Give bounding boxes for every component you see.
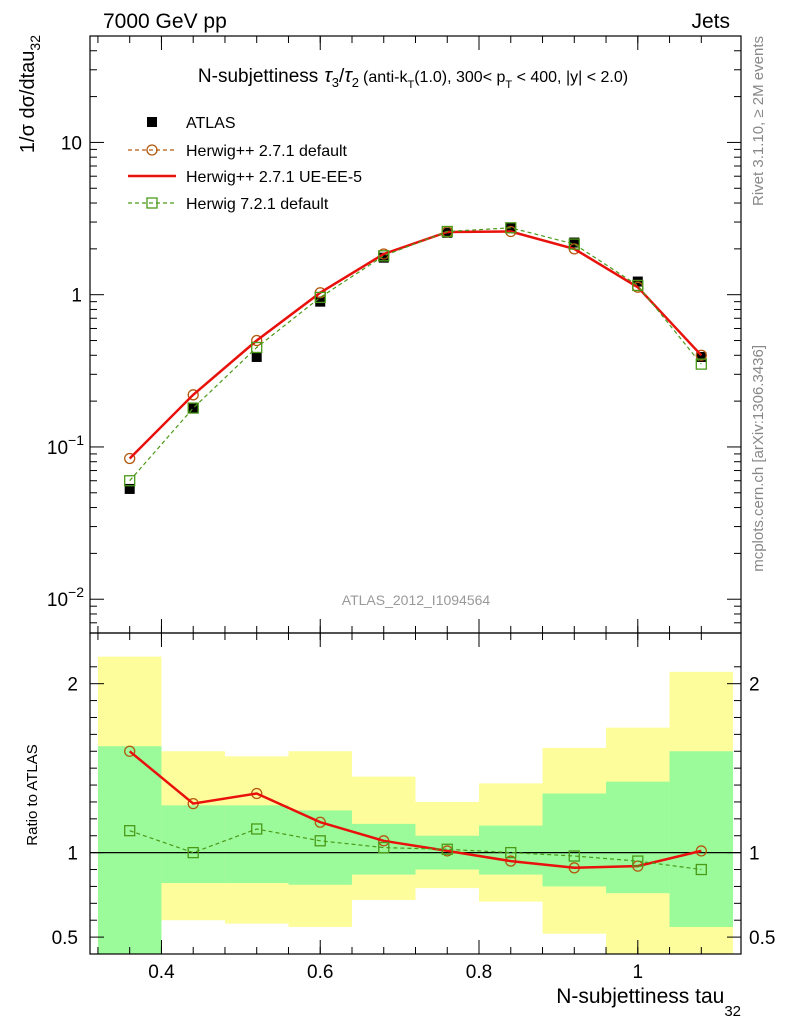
herwig7-default-point [568, 238, 580, 250]
herwigpp-default-point [187, 389, 199, 401]
herwig7-default-point [251, 341, 263, 354]
ratio-herwig7-default-point [378, 841, 390, 854]
legend-marker-herwigpp-default [146, 144, 158, 156]
legend-label-herwigpp-default: Herwig++ 2.7.1 default [186, 143, 348, 160]
ratio-herwig7-default-point [251, 823, 263, 835]
herwigpp-default-point [695, 349, 707, 361]
analysis-watermark: ATLAS_2012_I1094564 [342, 592, 491, 608]
ratio-ytick-label-left: 2 [67, 675, 78, 696]
herwigpp-ueee5-line [128, 230, 703, 460]
atlas-point [378, 252, 389, 263]
herwig7-default-point [187, 402, 199, 414]
atlas-point [696, 351, 707, 362]
herwig7-default-point [505, 222, 517, 234]
main-ytick-label: 10−1 [47, 432, 84, 459]
ratio-herwigpp-default-point [314, 816, 326, 828]
legend: ATLAS Herwig++ 2.7.1 default Herwig++ 2.… [128, 115, 362, 213]
ratio-panel: 0.5 0.5 1 1 2 2 0.4 0.6 0.8 1 Ratio to ATLAS N-su… [24, 632, 775, 1020]
main-frame [90, 36, 741, 633]
herwig7-default-point [441, 225, 453, 238]
atlas-point [632, 276, 643, 287]
ratio-herwig7-default-point [695, 863, 707, 876]
ratio-herwig7-default-point [505, 846, 517, 859]
atlas-point [315, 296, 326, 307]
mcplots-label: mcplots.cern.ch [arXiv:1306.3436] [750, 345, 767, 572]
stat-uncertainty-band [224, 805, 289, 884]
legend-label-herwigpp-ueee5: Herwig++ 2.7.1 UE-EE-5 [186, 169, 362, 186]
legend-marker-atlas [147, 117, 157, 127]
stat-uncertainty-band [669, 751, 734, 927]
stat-uncertainty-band [351, 823, 416, 875]
atlas-point [124, 483, 135, 494]
ratio-xtick-label: 0.8 [466, 962, 492, 983]
xlabel: N-subjettiness tau32 [556, 985, 741, 1020]
ratio-herwig7-default-point [568, 850, 580, 862]
ratio-herwig7-default-point [187, 846, 199, 859]
ratio-herwig7-default-point [632, 855, 644, 867]
herwig7-default-point [124, 475, 136, 487]
herwig7-default-point [378, 250, 390, 262]
herwig7-default-point [695, 358, 707, 370]
ratio-frame [89, 632, 742, 955]
herwig7-default-line [129, 227, 702, 482]
main-ylabel: 1/σ dσ/dtau32 [17, 35, 43, 153]
ratio-herwigpp-default-point [124, 745, 136, 757]
legend-label-atlas: ATLAS [186, 115, 236, 132]
atlas-point [569, 237, 580, 248]
legend-marker-herwig7-default [146, 197, 158, 209]
ratio-xtick-label: 0.4 [148, 962, 175, 983]
herwigpp-default-point [124, 452, 136, 465]
ratio-ytick-label-right: 0.5 [749, 928, 775, 949]
ratio-xtick-label: 0.6 [307, 962, 333, 983]
rivet-label: Rivet 3.1.10, ≥ 2M events [750, 36, 767, 206]
process-label: Jets [691, 10, 730, 33]
main-panel: 10 1 10−1 10−2 N-subjettiness τ3/τ2 (anti-kT(… [17, 35, 742, 634]
herwig7-default-point [314, 291, 326, 304]
main-title: N-subjettiness τ3/τ2 (anti-kT(1.0), 300< p… [198, 65, 628, 91]
stat-uncertainty-band [97, 746, 162, 954]
herwigpp-default-point [251, 334, 263, 347]
atlas-point [188, 403, 199, 414]
main-ytick-label: 10 [61, 133, 82, 154]
ratio-herwig7-default-line [129, 828, 702, 871]
atlas-point [251, 351, 262, 362]
main-ytick-label: 1 [71, 286, 82, 307]
main-ytick-label: 10−2 [47, 584, 84, 611]
ratio-herwigpp-ueee5-line [128, 750, 702, 870]
stat-uncertainty-band [606, 781, 670, 894]
ratio-xtick-label: 1 [633, 962, 644, 983]
ratio-ytick-label-left: 1 [67, 844, 78, 865]
legend-label-herwig7-default: Herwig 7.2.1 default [186, 196, 329, 213]
herwig7-default-point [632, 279, 644, 292]
stat-uncertainty-band [161, 805, 225, 884]
ratio-ytick-label-right: 1 [749, 844, 760, 865]
ratio-herwig7-default-point [441, 843, 453, 855]
stat-uncertainty-band [479, 825, 543, 875]
ratio-ytick-label-right: 2 [749, 675, 760, 696]
ratio-ytick-label-left: 0.5 [52, 928, 78, 949]
ratio-ylabel: Ratio to ATLAS [24, 744, 41, 845]
energy-label: 7000 GeV pp [103, 10, 227, 33]
ratio-herwig7-default-point [314, 835, 326, 847]
stat-uncertainty-band [542, 793, 607, 887]
ratio-herwig7-default-point [124, 825, 136, 837]
